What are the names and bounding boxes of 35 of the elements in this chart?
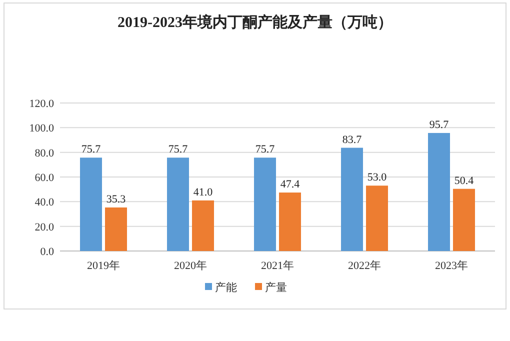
data-label: 75.7 bbox=[168, 144, 188, 156]
bar bbox=[254, 158, 276, 251]
data-label: 53.0 bbox=[367, 172, 388, 184]
y-tick-label: 100.0 bbox=[29, 122, 54, 135]
bar bbox=[167, 158, 189, 251]
chart-title: 2019-2023年境内丁酮产能及产量（万吨） bbox=[118, 13, 392, 31]
bar bbox=[279, 192, 301, 251]
data-label: 41.0 bbox=[193, 186, 214, 198]
bar bbox=[428, 132, 450, 251]
x-tick-label: 2019年 bbox=[87, 260, 120, 272]
data-label: 35.3 bbox=[106, 193, 126, 206]
y-tick-label: 0.0 bbox=[40, 246, 54, 258]
legend-label: 产量 bbox=[265, 281, 287, 294]
y-tick-label: 60.0 bbox=[34, 172, 54, 184]
y-tick-label: 80.0 bbox=[34, 147, 54, 160]
data-label: 47.4 bbox=[280, 178, 300, 191]
data-label: 83.7 bbox=[342, 134, 362, 146]
data-label: 75.7 bbox=[255, 144, 276, 156]
x-tick-label: 2021年 bbox=[261, 260, 294, 272]
bar bbox=[453, 188, 475, 251]
legend-label: 产能 bbox=[215, 281, 237, 294]
data-label: 75.7 bbox=[81, 144, 102, 156]
bar bbox=[80, 158, 102, 251]
bar bbox=[192, 200, 214, 251]
y-tick-label: 40.0 bbox=[34, 196, 54, 209]
x-tick-label: 2020年 bbox=[174, 260, 207, 272]
y-tick-label: 120.0 bbox=[29, 98, 54, 110]
bar bbox=[341, 148, 363, 251]
x-tick-label: 2023年 bbox=[435, 260, 468, 272]
x-tick-label: 2022年 bbox=[348, 260, 381, 272]
data-label: 95.7 bbox=[429, 118, 450, 131]
y-tick-label: 20.0 bbox=[34, 221, 54, 234]
bar bbox=[105, 207, 127, 251]
bar bbox=[366, 186, 388, 251]
data-label: 50.4 bbox=[454, 174, 474, 187]
